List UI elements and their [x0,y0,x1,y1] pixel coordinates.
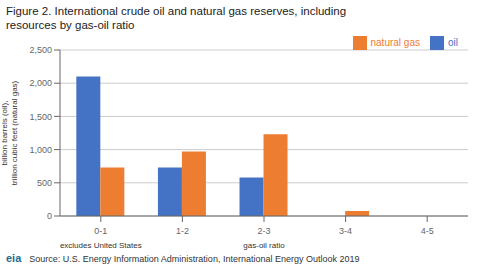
svg-text:2,500: 2,500 [29,45,52,55]
html-text:oil: oil [448,36,458,48]
svg-text:3-4: 3-4 [339,226,352,236]
svg-text:1,000: 1,000 [29,145,52,155]
svg-text:billion barrels (oil),trillion: billion barrels (oil),trillion cubic fee… [8,80,19,185]
svg-text:0: 0 [47,211,52,221]
svg-text:excludes United States: excludes United States [60,241,142,250]
svg-text:0-1: 0-1 [94,226,107,236]
html-text:natural gas: natural gas [370,36,420,48]
svg-text:4-5: 4-5 [421,226,434,236]
svg-text:2-3: 2-3 [257,226,270,236]
svg-text:1,500: 1,500 [29,112,52,122]
svg-text:gas-oil ratio: gas-oil ratio [243,241,285,250]
html-text:Source: U.S. Energy Informatio: Source: U.S. Energy Information Administ… [29,254,360,264]
svg-text:500: 500 [37,178,52,188]
svg-text:1-2: 1-2 [176,226,189,236]
svg-text:2,000: 2,000 [29,78,52,88]
html-text:eia: eia [6,252,22,264]
html-text:Figure 2. International crude: Figure 2. International crude oil and na… [6,5,347,31]
